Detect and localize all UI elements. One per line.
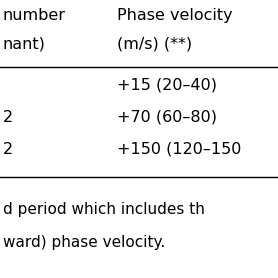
Text: number: number <box>3 8 66 23</box>
Text: +150 (120–150: +150 (120–150 <box>117 142 241 157</box>
Text: 2: 2 <box>3 142 13 157</box>
Text: (m/s) (**): (m/s) (**) <box>117 36 192 51</box>
Text: nant): nant) <box>3 36 46 51</box>
Text: Phase velocity: Phase velocity <box>117 8 232 23</box>
Text: +15 (20–40): +15 (20–40) <box>117 78 217 93</box>
Text: d period which includes th: d period which includes th <box>3 202 205 217</box>
Text: ward) phase velocity.: ward) phase velocity. <box>3 235 165 250</box>
Text: +70 (60–80): +70 (60–80) <box>117 110 217 125</box>
Text: 2: 2 <box>3 110 13 125</box>
